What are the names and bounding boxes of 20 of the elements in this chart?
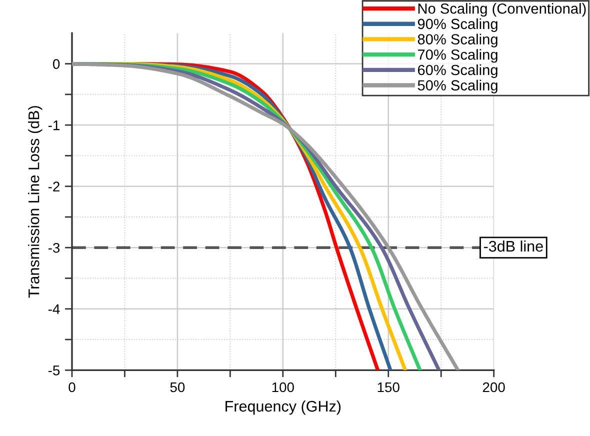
x-axis-title: Frequency (GHz) bbox=[226, 400, 341, 415]
legend-label: 60% Scaling bbox=[418, 64, 498, 78]
y-tick-label: 0 bbox=[52, 59, 60, 69]
x-tick-label: 50 bbox=[170, 382, 185, 392]
y-tick-label: -4 bbox=[48, 304, 60, 314]
y-tick-label: -2 bbox=[48, 182, 60, 192]
x-tick-label: 200 bbox=[482, 382, 505, 392]
legend-label: 70% Scaling bbox=[418, 49, 498, 63]
x-tick-label: 100 bbox=[272, 382, 294, 392]
legend-label: 90% Scaling bbox=[418, 18, 498, 32]
x-tick-label: 150 bbox=[378, 382, 400, 392]
legend-label: 50% Scaling bbox=[418, 80, 498, 94]
y-tick-label: -5 bbox=[48, 366, 60, 376]
legend-label: No Scaling (Conventional) bbox=[418, 3, 586, 17]
y-axis-title: Transmission Line Loss (dB) bbox=[28, 106, 42, 298]
y-tick-label: -1 bbox=[48, 120, 60, 130]
y-tick-label: -3 bbox=[48, 242, 60, 253]
ref-line-label: -3dB line bbox=[484, 240, 543, 252]
legend-label: 80% Scaling bbox=[418, 34, 498, 48]
x-tick-label: 0 bbox=[68, 382, 76, 392]
